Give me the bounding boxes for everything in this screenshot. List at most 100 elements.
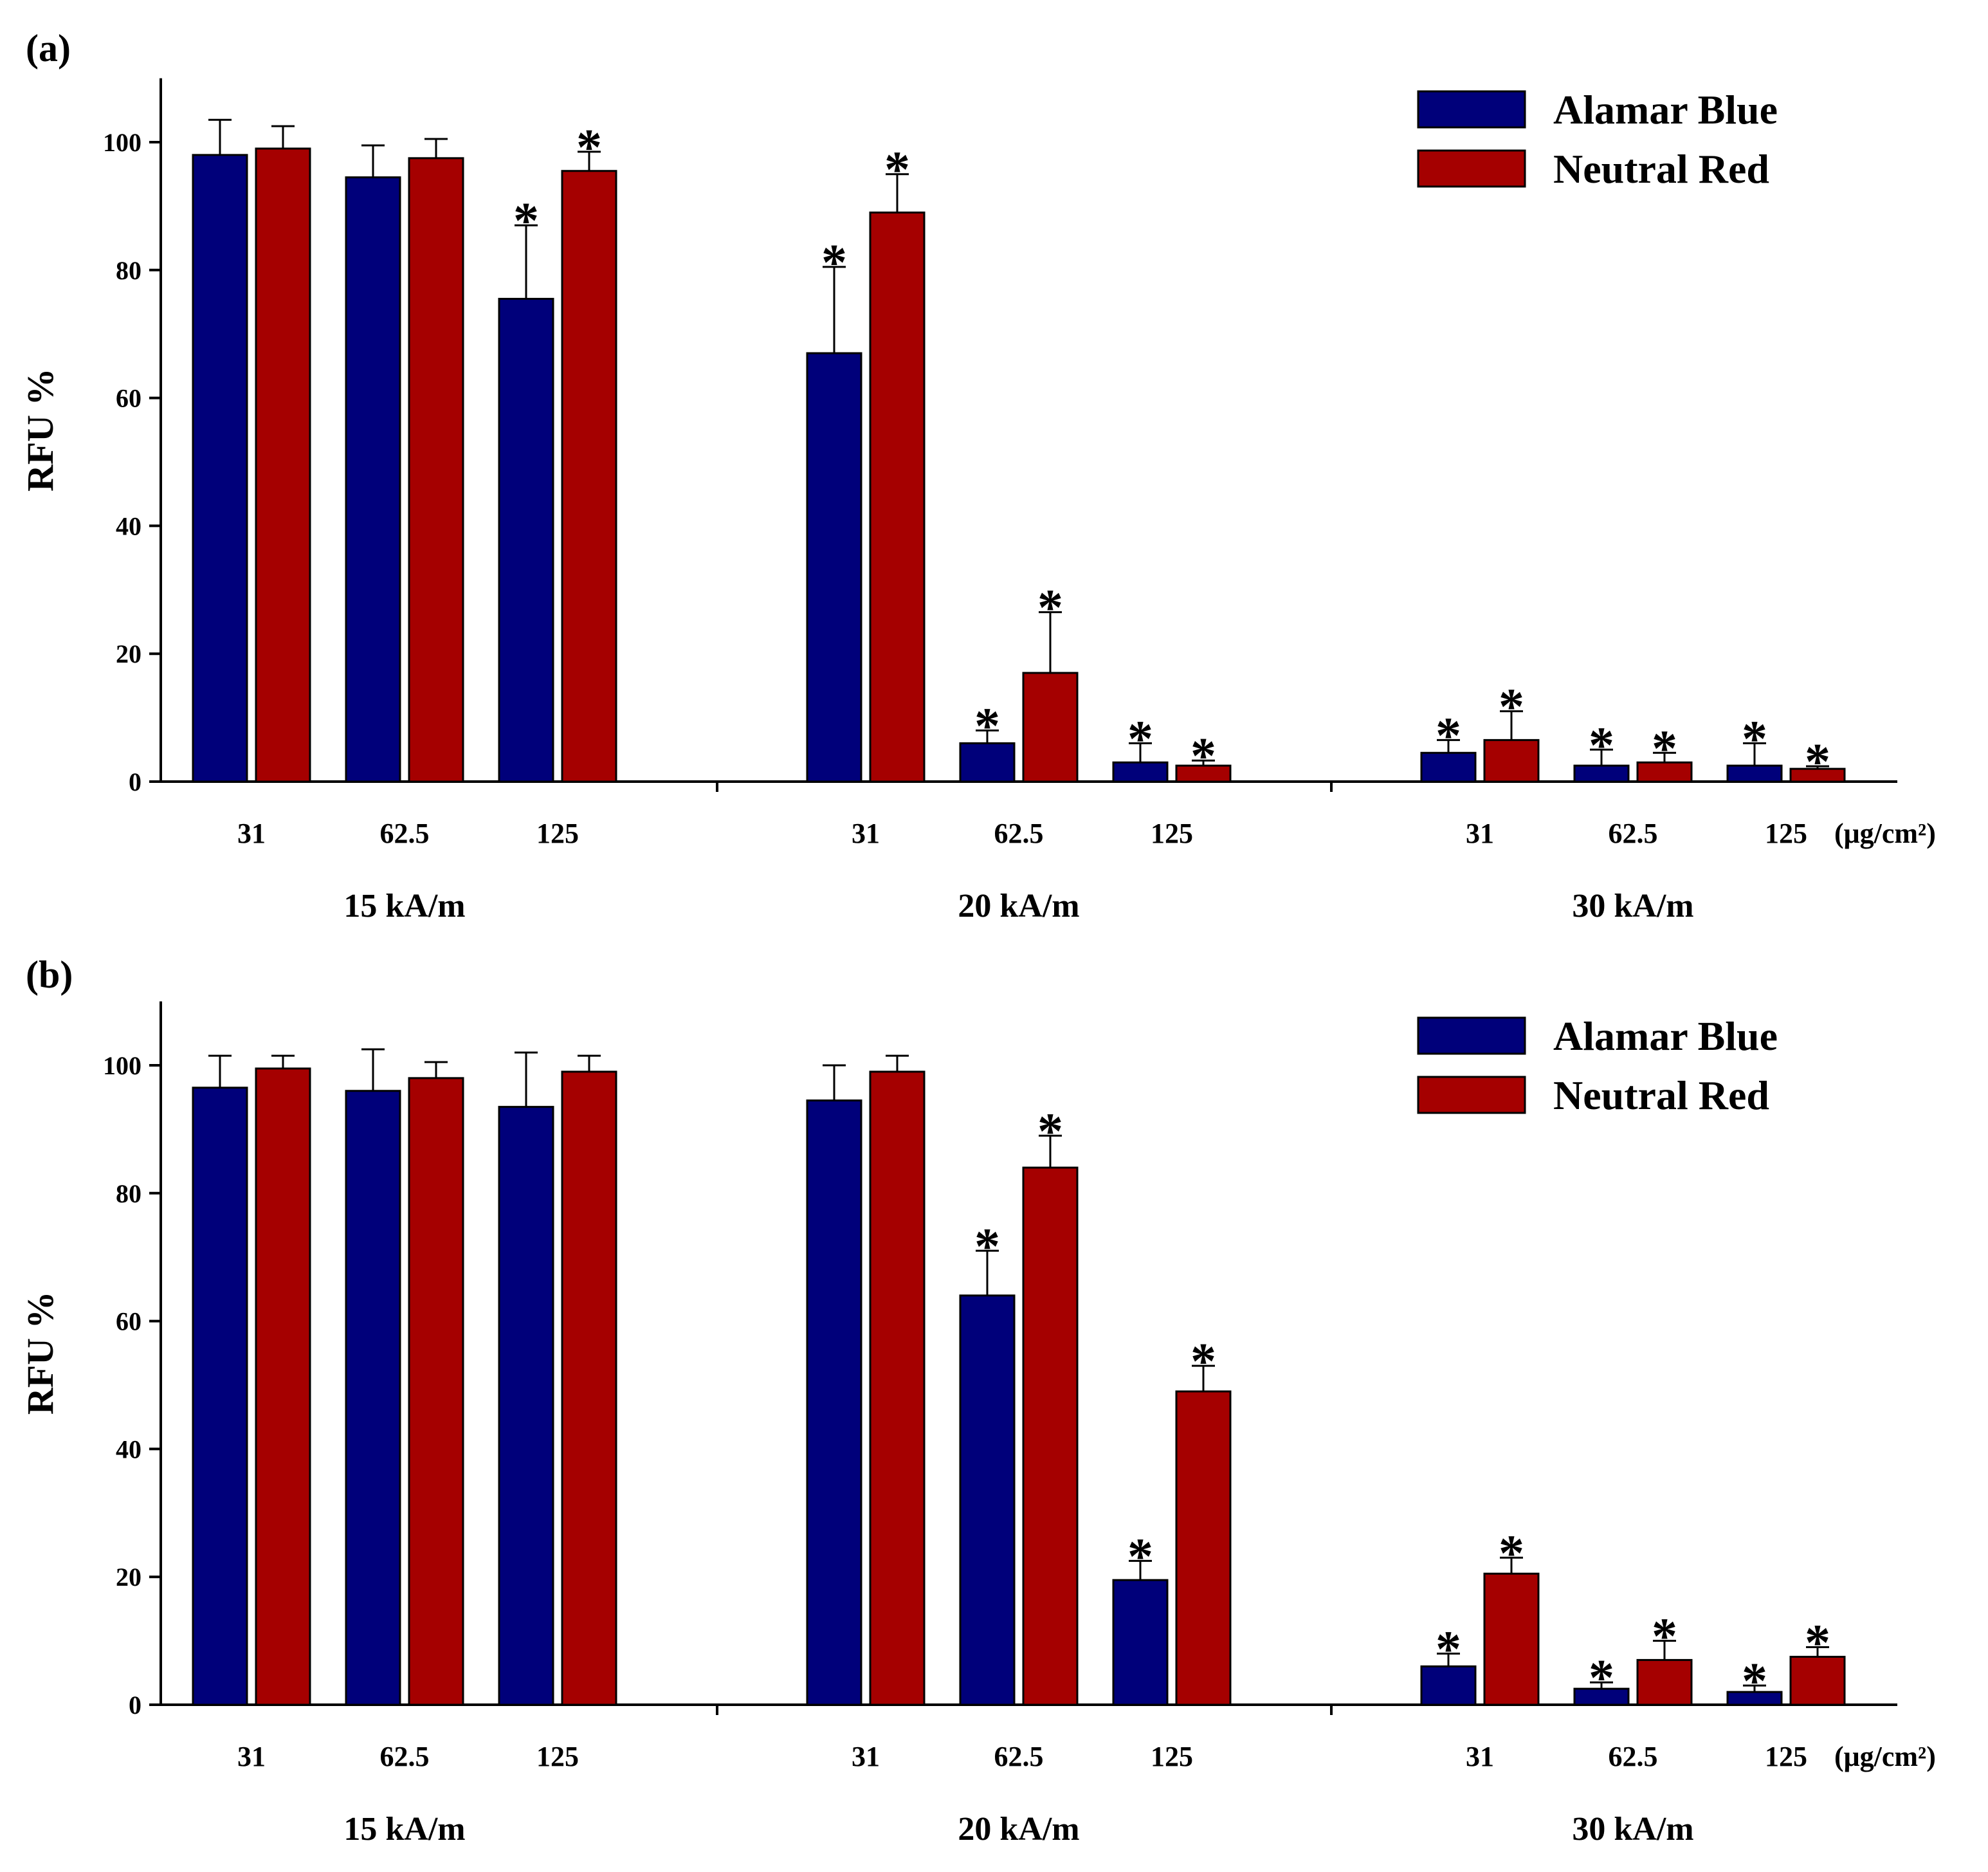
panel-a-y-tick-label: 20: [116, 639, 141, 668]
panel-a-significance-star: *: [576, 120, 602, 176]
panel-a-bar-alamar-blue: [1420, 751, 1477, 783]
panel-b-legend-label: Alamar Blue: [1553, 1013, 1778, 1059]
panel-a-bar-neutral-red: [1022, 672, 1079, 783]
panel-a-significance-star: *: [1742, 711, 1767, 767]
panel-b-x-tick-label: 31: [237, 1741, 266, 1772]
panel-b-bar-neutral-red: [561, 1070, 617, 1706]
panel-b-y-tick-label: 0: [129, 1691, 141, 1720]
panel-b-y-axis-title: RFU %: [19, 1291, 61, 1415]
panel-b-x-tick-label: 125: [536, 1741, 579, 1772]
panel-b-x-tick-label: 62.5: [994, 1741, 1044, 1772]
panel-a-x-tick-label: 31: [852, 818, 880, 849]
panel-a-bar-neutral-red: [561, 170, 617, 783]
panel-a-bar-alamar-blue: [806, 352, 862, 783]
panel-a-bar-neutral-red: [869, 211, 926, 783]
panel-a-group-label: 15 kA/m: [343, 888, 465, 924]
panel-a-bar-neutral-red: [408, 157, 464, 783]
panel-a-significance-star: *: [513, 193, 539, 250]
panel-a-x-tick-label: 62.5: [994, 818, 1044, 849]
panel-a-unit-label: (μg/cm²): [1834, 818, 1936, 849]
panel-a-significance-star: *: [1127, 711, 1153, 767]
panel-a-legend-label: Alamar Blue: [1553, 87, 1778, 133]
panel-b-bar-alamar-blue: [192, 1087, 248, 1706]
panel-b-bar-neutral-red: [1483, 1572, 1540, 1706]
panel-a-y-tick-label: 80: [116, 256, 141, 285]
panel-a-significance-star: *: [1190, 728, 1216, 785]
panel-b-group-label: 15 kA/m: [343, 1811, 465, 1848]
panel-b-significance-star: *: [1190, 1334, 1216, 1390]
panel-a-significance-star: *: [1589, 717, 1614, 774]
panel-b-bar-alamar-blue: [806, 1099, 862, 1706]
panel-a-significance-star: *: [1652, 720, 1677, 777]
panel-b-significance-star: *: [1436, 1621, 1461, 1678]
panel-a-x-tick-label: 125: [1151, 818, 1193, 849]
panel-b-y-tick-label: 60: [116, 1307, 141, 1336]
panel-b-significance-star: *: [1037, 1103, 1063, 1160]
panel-b-x-tick-label: 125: [1151, 1741, 1193, 1772]
panel-a-y-tick-label: 60: [116, 384, 141, 413]
panel-b-bar-alamar-blue: [959, 1294, 1016, 1706]
panel-b-bar-neutral-red: [408, 1077, 464, 1706]
panel-b-x-tick-label: 62.5: [1609, 1741, 1658, 1772]
panel-a-x-tick-label: 125: [1765, 818, 1807, 849]
panel-a-bar-neutral-red: [1483, 739, 1540, 783]
panel-a-x-tick-label: 31: [237, 818, 266, 849]
panel-a-bar-alamar-blue: [1726, 764, 1783, 783]
panel-a-y-tick-label: 100: [103, 128, 141, 157]
panel-a-group-label: 20 kA/m: [958, 888, 1079, 924]
panel-b-significance-star: *: [1499, 1525, 1524, 1582]
panel-b-unit-label: (μg/cm²): [1834, 1741, 1936, 1772]
panel-a-x-tick-label: 31: [1466, 818, 1494, 849]
panel-b-legend-swatch-alamar-blue: [1417, 1016, 1526, 1055]
panel-b-group-label: 30 kA/m: [1572, 1811, 1693, 1848]
panel-b-bar-alamar-blue: [1420, 1665, 1477, 1706]
panel-b-y-tick-label: 80: [116, 1179, 141, 1208]
panel-a-bar-neutral-red: [255, 147, 311, 783]
panel-a-label: (a): [26, 27, 71, 69]
panel-a-significance-star: *: [974, 698, 1000, 755]
panel-b-legend-swatch-neutral-red: [1417, 1076, 1526, 1114]
panel-a-x-tick-label: 125: [536, 818, 579, 849]
panel-a-y-tick-label: 0: [129, 767, 141, 796]
panel-a-x-tick-label: 62.5: [380, 818, 430, 849]
panel-b-x-tick-label: 125: [1765, 1741, 1807, 1772]
panel-b-bar-neutral-red: [869, 1070, 926, 1706]
panel-a-legend-swatch-neutral-red: [1417, 149, 1526, 188]
panel-b-legend-label: Neutral Red: [1553, 1072, 1769, 1118]
panel-b-group-label: 20 kA/m: [958, 1811, 1079, 1848]
panel-a-significance-star: *: [1805, 734, 1830, 791]
panel-a-group-label: 30 kA/m: [1572, 888, 1693, 924]
panel-a-y-tick-label: 40: [116, 511, 141, 540]
panel-b-bar-neutral-red: [1175, 1390, 1232, 1706]
panel-b-y-tick-label: 40: [116, 1435, 141, 1464]
panel-a-significance-star: *: [1436, 708, 1461, 764]
panel-a-y-axis-title: RFU %: [19, 368, 61, 491]
panel-a-bar-alamar-blue: [192, 154, 248, 783]
panel-a-significance-star: *: [1499, 679, 1524, 736]
panel-b-label: (b): [26, 953, 73, 996]
panel-a-legend-label: Neutral Red: [1553, 146, 1769, 192]
panel-b-bar-neutral-red: [1636, 1658, 1693, 1706]
panel-b-bar-alamar-blue: [1112, 1579, 1169, 1706]
panel-b-x-tick-label: 31: [852, 1741, 880, 1772]
panel-b-bar-neutral-red: [1022, 1166, 1079, 1706]
panel-b-significance-star: *: [1127, 1528, 1153, 1585]
panel-b-x-tick-label: 62.5: [380, 1741, 430, 1772]
panel-b-bar-neutral-red: [255, 1067, 311, 1706]
panel-b-significance-star: *: [1589, 1650, 1614, 1707]
panel-a-significance-star: *: [884, 142, 910, 199]
panel-a-significance-star: *: [1037, 580, 1063, 637]
panel-b-bar-alamar-blue: [345, 1090, 401, 1706]
panel-b-y-tick-label: 20: [116, 1563, 141, 1592]
panel-b-significance-star: *: [1652, 1609, 1677, 1666]
panel-a-bar-alamar-blue: [345, 176, 401, 783]
panel-a-bar-alamar-blue: [498, 298, 554, 783]
panel-a-bar-alamar-blue: [959, 742, 1016, 783]
panel-b-significance-star: *: [974, 1218, 1000, 1275]
panel-a-bar-alamar-blue: [1112, 761, 1169, 783]
panel-b-significance-star: *: [1805, 1615, 1830, 1672]
panel-b-significance-star: *: [1742, 1653, 1767, 1710]
panel-a-significance-star: *: [821, 235, 847, 291]
panel-a-x-tick-label: 62.5: [1609, 818, 1658, 849]
panel-b-y-tick-label: 100: [103, 1051, 141, 1080]
